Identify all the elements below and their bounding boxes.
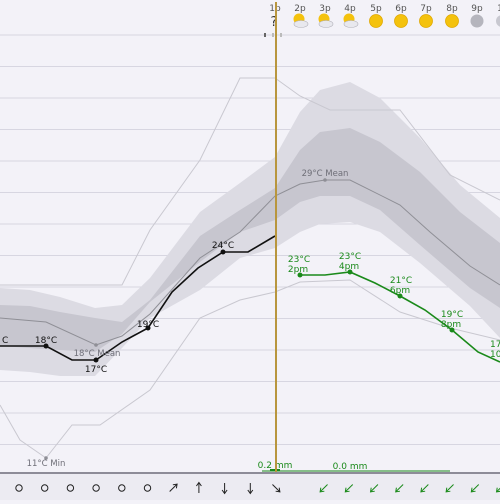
cloud-disc (471, 15, 484, 28)
hour-label: 5p (370, 4, 382, 14)
forecast-temp-label: 17 (490, 340, 500, 350)
forecast-temp-label: 21°C (390, 276, 412, 286)
forecast-temp-label: 19°C (441, 310, 463, 320)
observed-temp-label: C (2, 336, 8, 346)
sun-disc (395, 15, 408, 28)
mean-label: 29°C Mean (302, 169, 349, 179)
forecast-time-label: 4pm (339, 262, 359, 272)
forecast-time-label: 10 (490, 350, 500, 360)
mean-marker (94, 343, 98, 347)
forecast-temp-label: 23°C (288, 255, 310, 265)
sun-disc (446, 15, 459, 28)
now-dot (264, 33, 266, 37)
sun-disc (370, 15, 383, 28)
hour-label: 7p (420, 4, 432, 14)
now-dot (280, 33, 282, 37)
min-label: 11°C Min (27, 459, 66, 469)
mean-label: 18°C Mean (74, 349, 121, 359)
cloud-shape (294, 21, 308, 28)
cloud-shape (319, 21, 333, 28)
observed-temp-label: 19°C (137, 320, 159, 330)
forecast-temp-label: 23°C (339, 252, 361, 262)
sun-icon (370, 15, 383, 28)
hour-label: 2p (294, 4, 306, 14)
cloudy-icon (471, 15, 484, 28)
sun-icon (420, 15, 433, 28)
hour-label: 4p (344, 4, 356, 14)
observed-temp-label: 24°C (212, 241, 234, 251)
sun-disc (420, 15, 433, 28)
hour-label: 3p (319, 4, 331, 14)
hour-label: 9p (471, 4, 483, 14)
sun-icon (395, 15, 408, 28)
cloud-shape (344, 21, 358, 28)
hour-label: 6p (395, 4, 407, 14)
sun-icon (446, 15, 459, 28)
hour-label: 8p (446, 4, 458, 14)
now-dot (272, 33, 274, 37)
observed-temp-label: 17°C (85, 365, 107, 375)
forecast-time-label: 8pm (441, 320, 461, 330)
forecast-time-label: 6pm (390, 286, 410, 296)
forecast-time-label: 2pm (288, 265, 308, 275)
observed-temp-label: 18°C (35, 336, 57, 346)
